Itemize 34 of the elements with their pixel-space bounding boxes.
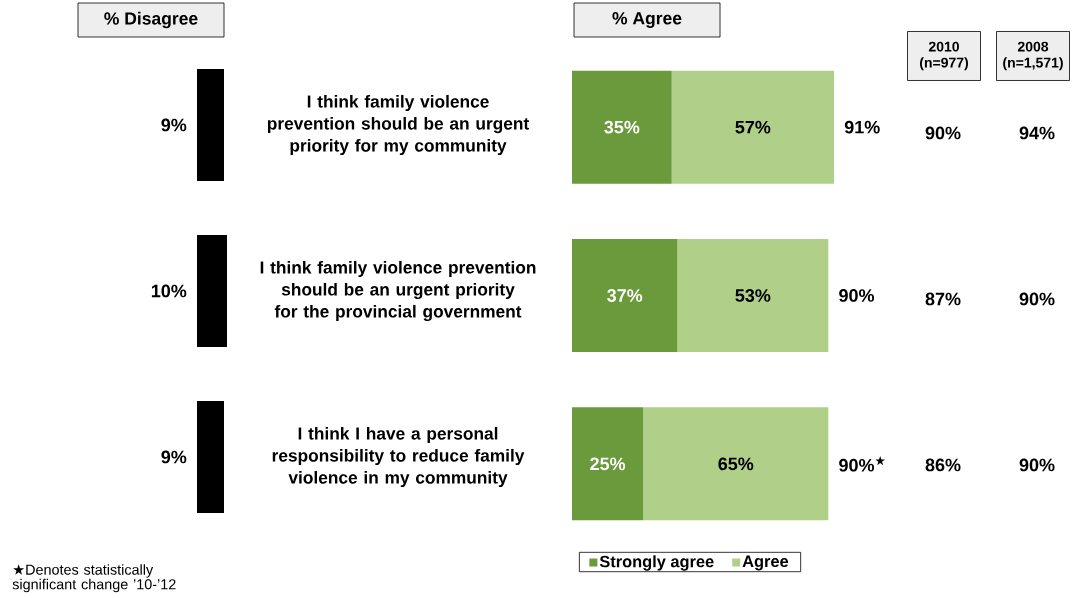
- bar: [572, 407, 644, 521]
- data-label: 10%: [151, 284, 187, 298]
- text: 2008 (n=1,571): [1003, 41, 1063, 71]
- data-label: 53%: [735, 289, 771, 302]
- text: ★Denotes statistically significant change ’10-’12: [12, 564, 176, 593]
- total-label: 91%: [844, 120, 880, 134]
- total-label: 90%$^{★}$: [839, 456, 886, 472]
- text: 90%: [1019, 458, 1055, 472]
- data-label: 37%: [607, 289, 643, 302]
- text: 94%: [1019, 126, 1055, 140]
- legend-label: Strongly agree: [599, 555, 714, 571]
- data-label: 57%: [735, 120, 771, 134]
- data-label: 9%: [161, 450, 187, 464]
- text: 2010 (n=977): [919, 41, 969, 71]
- y-tick-label: I think I have a personal responsibility to reduce family violence in my community: [272, 426, 525, 488]
- bar: [572, 70, 672, 184]
- text: 90%: [925, 126, 961, 140]
- data-label: 35%: [604, 120, 640, 134]
- chart-title: % Disagree: [104, 11, 198, 29]
- text: 87%: [925, 292, 961, 306]
- text: 86%: [925, 458, 961, 472]
- total-label: 90%: [839, 289, 875, 302]
- data-label: 25%: [590, 457, 626, 471]
- text: 90%: [1019, 292, 1055, 306]
- y-tick-label: I think family violence prevention should be an urgent priority for my community: [267, 94, 529, 156]
- y-tick-label: I think family violence prevention should be an urgent priority for the provincial government: [260, 260, 536, 322]
- bar: [572, 239, 678, 353]
- bar: [677, 239, 829, 353]
- bar: [671, 70, 834, 184]
- chart-title: % Agree: [612, 12, 682, 28]
- bar: [643, 407, 829, 521]
- data-label: 65%: [718, 457, 754, 471]
- data-label: 9%: [161, 118, 187, 132]
- legend-label: Agree: [742, 555, 789, 571]
